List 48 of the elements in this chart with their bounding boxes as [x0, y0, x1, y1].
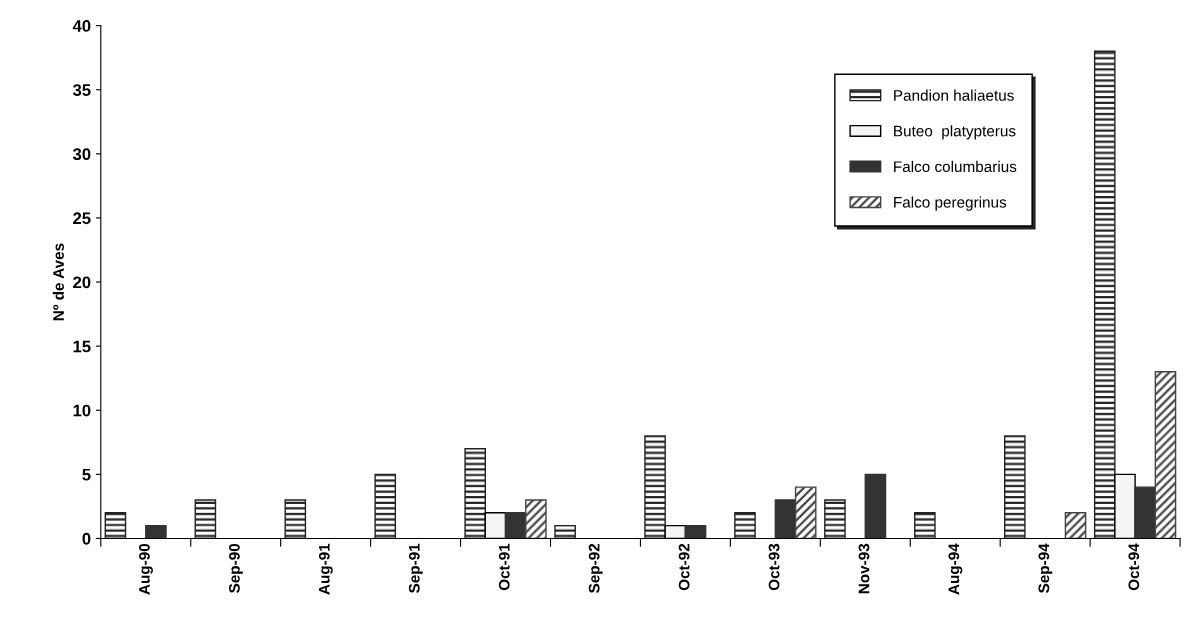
y-tick-label: 30 [72, 148, 91, 161]
x-tick-label: Sep-94 [1038, 543, 1053, 593]
x-tick-label: Sep-92 [588, 543, 603, 593]
legend-label: Buteo platypterus [894, 125, 1016, 140]
bar [1093, 50, 1116, 539]
x-tick-label: Aug-94 [948, 543, 963, 595]
bar [525, 499, 547, 539]
bar [194, 499, 217, 539]
legend-label: Falco columbarius [894, 160, 1017, 173]
x-tick-label: Aug-90 [138, 543, 153, 595]
y-tick-label: 0 [82, 532, 91, 545]
y-axis-title: Nº de Aves [52, 243, 64, 321]
x-tick-label: Oct-92 [678, 543, 690, 591]
x-tick-label: Oct-91 [498, 543, 510, 591]
x-tick-label: Aug-91 [318, 543, 333, 595]
x-tick-label: Sep-91 [408, 543, 423, 593]
bar [824, 499, 846, 539]
bar [684, 524, 707, 539]
bar [1003, 435, 1026, 539]
bar [374, 473, 397, 539]
bar [1154, 371, 1177, 539]
y-tick-label: 35 [72, 84, 91, 96]
bar [504, 512, 527, 539]
bar [104, 512, 127, 539]
y-tick-label: 20 [73, 276, 91, 289]
y-tick-label: 40 [72, 20, 91, 32]
bar [554, 524, 576, 539]
bar [284, 499, 307, 539]
legend-label: Pandion haliaetus [894, 89, 1014, 101]
bar [1064, 512, 1087, 539]
bar [1134, 486, 1157, 539]
bar [464, 448, 486, 539]
bar [145, 524, 167, 539]
legend-label: Falco peregrinus [894, 196, 1007, 211]
y-tick-label: 15 [73, 340, 91, 353]
y-tick-label: 5 [82, 468, 91, 481]
bar [774, 499, 797, 539]
y-tick-label: 10 [73, 404, 91, 417]
x-tick-label: Oct-94 [1128, 543, 1140, 591]
bar [734, 512, 756, 539]
x-tick-label: Nov-93 [858, 543, 870, 594]
bar [914, 512, 936, 539]
bar [864, 473, 887, 539]
x-tick-label: Sep-90 [229, 543, 243, 593]
bar [644, 435, 666, 539]
x-tick-label: Oct-93 [768, 543, 780, 591]
y-tick-label: 25 [73, 212, 91, 225]
bar [794, 486, 817, 539]
